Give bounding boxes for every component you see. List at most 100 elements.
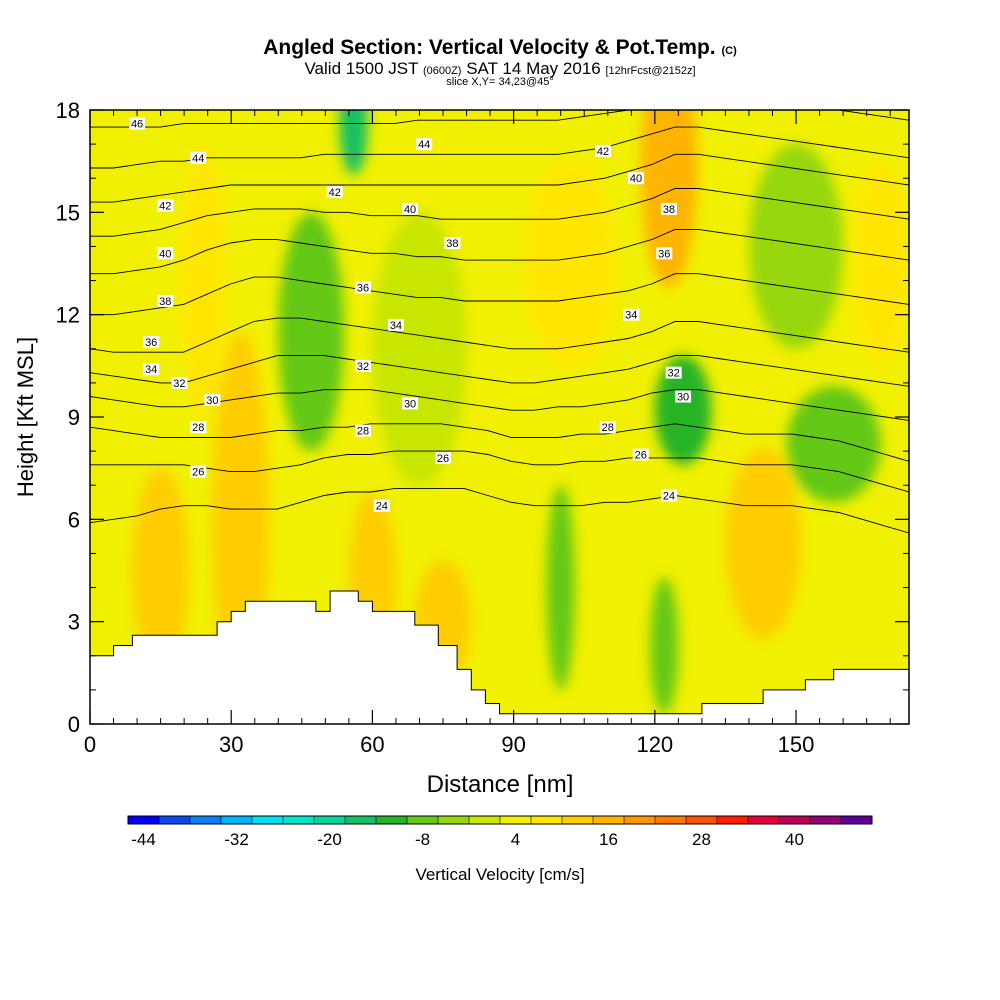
contour-label: 40 <box>402 202 419 216</box>
field-features <box>132 110 909 714</box>
forecast-label: [12hrFcst@2152z] <box>605 65 696 77</box>
valid-utc: (0600Z) <box>422 65 462 77</box>
velocity-feature <box>546 485 575 690</box>
velocity-feature <box>852 161 909 366</box>
colorbar-label: Vertical Velocity [cm/s] <box>415 865 584 884</box>
contour-label-text: 26 <box>635 450 647 462</box>
x-tick-label: 60 <box>360 732 384 757</box>
potential-temperature-contours <box>90 110 909 534</box>
contour-label-text: 46 <box>131 119 143 131</box>
contour-label: 46 <box>129 117 146 131</box>
isentrope-26 <box>90 450 909 493</box>
isentrope-36 <box>90 273 909 316</box>
isentrope-24 <box>90 488 909 534</box>
contour-label: 38 <box>660 202 677 216</box>
valid-prefix: Valid 1500 JST <box>304 59 419 78</box>
contour-label: 28 <box>599 421 616 434</box>
contour-label-text: 40 <box>159 248 171 260</box>
contour-label-text: 36 <box>357 282 369 294</box>
chart-title: Angled Section: Vertical Velocity & Pot.… <box>0 36 1000 60</box>
contour-label-text: 40 <box>404 204 416 216</box>
contour-label-text: 30 <box>206 395 218 407</box>
contour-labels: 46 44 44 42 40 42 42 40 38 40 38 36 38 36 34 34 36 34 32 32… <box>129 117 692 513</box>
y-tick-label: 18 <box>56 98 80 123</box>
velocity-feature <box>523 161 618 366</box>
contour-label: 26 <box>632 448 649 462</box>
contour-label-text: 38 <box>446 238 458 250</box>
velocity-feature <box>132 468 189 673</box>
y-tick-label: 3 <box>68 610 80 635</box>
contour-label: 30 <box>402 397 419 410</box>
colorbar-swatch <box>407 816 439 824</box>
terrain <box>90 590 909 724</box>
contour-label: 26 <box>190 465 207 479</box>
contour-label-text: 44 <box>192 153 204 165</box>
colorbar-swatch <box>593 816 625 824</box>
chart-subtitle: Valid 1500 JST (0600Z) SAT 14 May 2016 [… <box>0 59 1000 79</box>
contour-label-text: 28 <box>602 422 614 434</box>
x-axis-label: Distance [nm] <box>427 771 574 798</box>
y-tick-label: 0 <box>68 712 80 737</box>
x-tick-label: 90 <box>501 732 525 757</box>
contour-label: 34 <box>623 308 640 322</box>
contour-label: 38 <box>444 237 461 250</box>
contour-label-text: 26 <box>192 467 204 479</box>
velocity-field <box>90 110 909 724</box>
contour-label-text: 42 <box>159 201 171 213</box>
colorbar-swatch <box>686 816 718 824</box>
isentrope-40 <box>90 188 909 237</box>
slice-label: slice X,Y= 34,23@45° <box>446 76 554 88</box>
colorbar-swatch <box>810 816 842 824</box>
contour-label: 36 <box>656 247 673 260</box>
isentrope-38 <box>90 228 909 275</box>
valid-date: SAT 14 May 2016 <box>466 59 601 78</box>
contour-label: 36 <box>355 281 371 294</box>
colorbar-swatch <box>159 816 191 824</box>
colorbar-tick-label: 40 <box>785 830 804 849</box>
colorbar-swatch <box>624 816 656 824</box>
isentrope-44 <box>90 126 909 169</box>
contour-label: 40 <box>628 172 644 185</box>
contour-label-text: 34 <box>390 320 402 332</box>
colorbar-tick-label: 4 <box>511 830 520 849</box>
y-tick-label: 9 <box>68 405 80 430</box>
y-tick-label: 15 <box>56 200 80 225</box>
colorbar-tick-label: -44 <box>131 830 156 849</box>
x-tick-label: 120 <box>636 732 673 757</box>
colorbar-swatch <box>841 816 873 824</box>
colorbar-swatch <box>376 816 408 824</box>
contour-label-text: 34 <box>145 364 157 376</box>
isentrope-30 <box>90 389 909 421</box>
contour-label-text: 36 <box>145 337 157 349</box>
colorbar-swatch <box>190 816 222 824</box>
contour-label: 28 <box>355 424 371 438</box>
velocity-feature <box>748 144 844 349</box>
colorbar-swatch <box>717 816 749 824</box>
title-main: Angled Section: Vertical Velocity & Pot.… <box>263 36 716 59</box>
contour-label-text: 26 <box>437 453 449 465</box>
velocity-feature <box>786 386 881 503</box>
contour-label-text: 44 <box>418 139 430 151</box>
contour-label: 38 <box>157 295 174 308</box>
x-tick-label: 30 <box>219 732 243 757</box>
colorbar-swatch <box>748 816 780 824</box>
velocity-feature <box>179 144 227 418</box>
contour-label-text: 38 <box>663 204 675 216</box>
contour-label: 42 <box>157 199 174 213</box>
y-tick-label: 6 <box>68 507 80 532</box>
colorbar-tick-label: 28 <box>692 830 711 849</box>
colorbar-swatch <box>531 816 563 824</box>
colorbar-swatch <box>283 816 315 824</box>
contour-label: 34 <box>387 318 404 332</box>
velocity-feature <box>654 355 712 465</box>
contour-label: 40 <box>157 247 174 260</box>
colorbar-swatch <box>469 816 501 824</box>
contour-label: 28 <box>190 421 207 434</box>
colorbar-tick-label: -20 <box>317 830 342 849</box>
contour-label: 36 <box>143 335 160 349</box>
contour-label: 30 <box>675 390 692 404</box>
y-axis-label: Height [Kft MSL] <box>13 337 38 497</box>
contour-label-text: 42 <box>329 187 341 199</box>
contour-label-text: 38 <box>159 296 171 308</box>
